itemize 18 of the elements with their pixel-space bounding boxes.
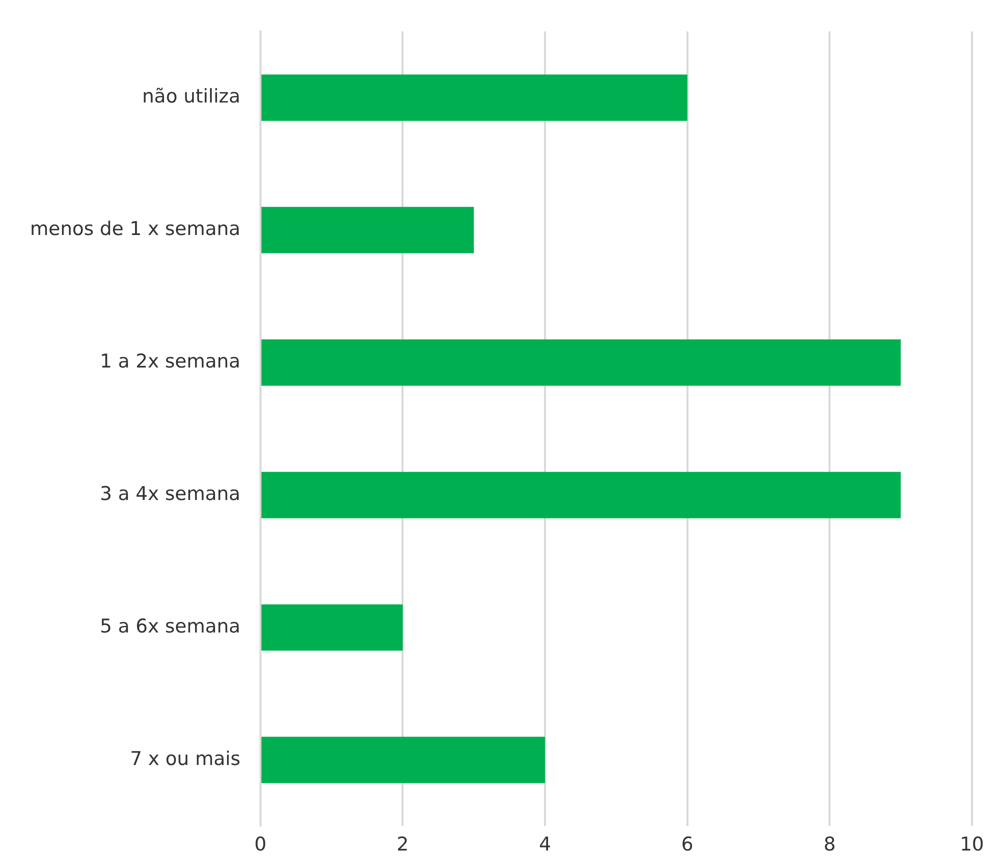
y-tick-label: 5 a 6x semana — [100, 615, 240, 638]
bar — [261, 736, 546, 784]
bar — [261, 74, 688, 121]
x-tick-label: 8 — [824, 834, 836, 856]
bar — [261, 472, 901, 518]
x-tick-label: 0 — [254, 834, 266, 856]
y-tick-label: menos de 1 x semana — [30, 218, 240, 240]
x-tick-label: 10 — [960, 834, 984, 856]
x-tick-label: 4 — [538, 834, 552, 856]
y-tick-label: 1 a 2x semana — [100, 350, 240, 373]
bar — [261, 604, 403, 651]
y-tick-label: 7 x ou mais — [130, 748, 240, 770]
y-tick-label: não utiliza — [142, 86, 240, 108]
bar — [261, 206, 474, 254]
bar — [261, 339, 901, 386]
y-tick-label: 3 a 4x semana — [100, 482, 240, 505]
x-tick-label: 2 — [396, 834, 409, 856]
x-tick-label: 6 — [681, 834, 694, 856]
